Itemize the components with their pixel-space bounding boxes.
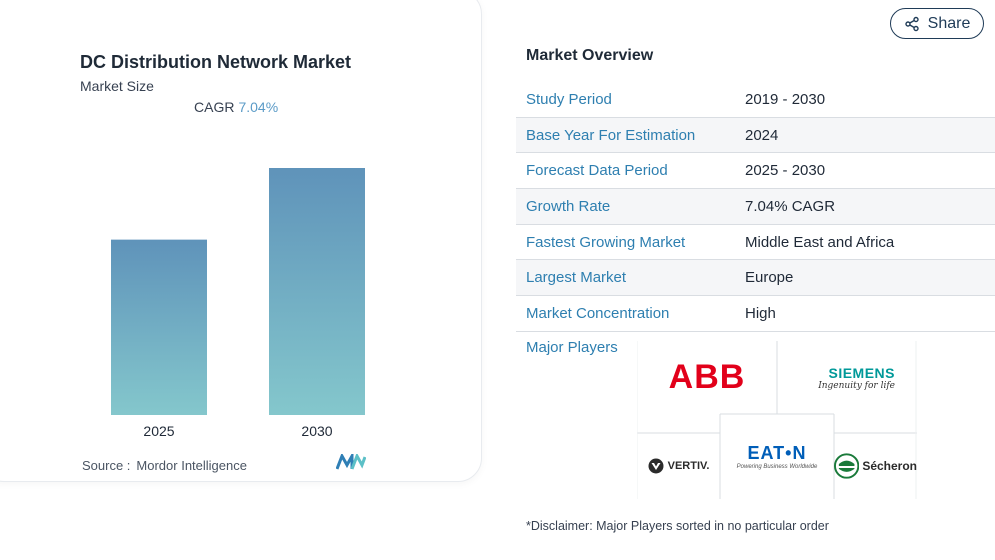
share-button[interactable]: Share xyxy=(890,8,984,39)
siemens-tagline: Ingenuity for life xyxy=(818,380,895,391)
eaton-logo-text: EAT•N xyxy=(747,443,807,463)
source-value: Mordor Intelligence xyxy=(136,458,247,473)
secheron-icon xyxy=(834,453,860,479)
major-players-label: Major Players xyxy=(526,339,618,356)
overview-row-label: Largest Market xyxy=(526,269,627,287)
cagr-value: 7.04% xyxy=(238,99,279,115)
abb-logo: ABB xyxy=(637,341,777,414)
siemens-logo: SIEMENS Ingenuity for life xyxy=(777,341,917,414)
vertiv-icon xyxy=(648,458,664,474)
overview-row-value: 2025 - 2030 xyxy=(745,162,826,180)
bar-2030 xyxy=(269,168,365,415)
overview-row-value: 2019 - 2030 xyxy=(745,90,826,108)
overview-row-label: Fastest Growing Market xyxy=(526,233,686,251)
source-label: Source : xyxy=(82,458,131,473)
mordor-intelligence-logo xyxy=(336,454,366,470)
overview-row-value: Middle East and Africa xyxy=(745,233,895,251)
cagr-indicator: CAGR 7.04% xyxy=(194,99,278,115)
overview-row-label: Growth Rate xyxy=(526,197,611,215)
abb-logo-text: ABB xyxy=(668,358,746,396)
bar-2025 xyxy=(111,239,207,415)
overview-row: Fastest Growing Market Middle East and Af… xyxy=(516,225,995,261)
overview-row-label: Study Period xyxy=(526,90,612,108)
secheron-logo-text: Sécheron xyxy=(862,459,917,473)
x-tick-label: 2030 xyxy=(301,423,332,439)
vertiv-logo: VERTIV. xyxy=(637,433,720,499)
overview-row-label: Base Year For Estimation xyxy=(526,126,696,144)
secheron-logo: Sécheron xyxy=(834,433,917,499)
overview-row: Base Year For Estimation 2024 xyxy=(516,117,995,154)
major-players-logos: ABB SIEMENS Ingenuity for life VERTIV. E… xyxy=(637,341,917,499)
x-tick-label: 2025 xyxy=(143,423,174,439)
eaton-tagline: Powering Business Worldwide xyxy=(736,464,818,470)
cagr-label: CAGR xyxy=(194,99,235,115)
overview-row-value: Europe xyxy=(745,269,794,287)
vertiv-logo-text: VERTIV. xyxy=(667,460,710,472)
market-size-card xyxy=(0,0,482,482)
overview-row: Market Concentration High xyxy=(516,296,995,332)
overview-row: Largest Market Europe xyxy=(516,260,995,297)
disclaimer: *Disclaimer: Major Players sorted in no … xyxy=(526,519,829,533)
share-icon xyxy=(904,16,919,31)
chart-source: Source : Mordor Intelligence xyxy=(82,458,247,473)
logo-grid-lines xyxy=(637,341,917,499)
overview-row: Growth Rate 7.04% CAGR xyxy=(516,189,995,225)
siemens-logo-text: SIEMENS xyxy=(828,364,895,381)
overview-row-value: 2024 xyxy=(745,126,779,144)
bar-chart: 2025 2030 xyxy=(111,168,365,439)
overview-row-label: Forecast Data Period xyxy=(526,162,668,180)
overview-row-value: 7.04% CAGR xyxy=(745,197,836,215)
eaton-logo: EAT•N Powering Business Worldwide xyxy=(720,414,834,499)
overview-table: Study Period 2019 - 2030 Base Year For Est… xyxy=(516,82,995,332)
overview-row-value: High xyxy=(745,304,776,322)
overview-row: Study Period 2019 - 2030 xyxy=(516,82,995,118)
overview-title: Market Overview xyxy=(526,47,654,64)
chart-title: DC Distribution Network Market xyxy=(80,52,352,72)
share-label: Share xyxy=(927,14,971,32)
overview-row: Forecast Data Period 2025 - 2030 xyxy=(516,153,995,190)
overview-row-label: Market Concentration xyxy=(526,304,670,322)
chart-subtitle: Market Size xyxy=(80,78,154,94)
